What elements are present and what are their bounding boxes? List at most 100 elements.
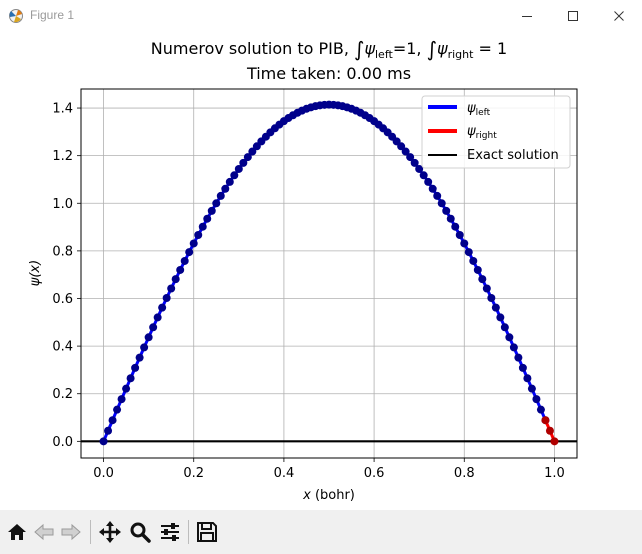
chart-subtitle: Time taken: 0.00 ms bbox=[246, 64, 411, 83]
save-button[interactable] bbox=[194, 518, 220, 546]
back-arrow-icon bbox=[34, 523, 54, 541]
psi-left-point bbox=[171, 275, 180, 284]
psi-left-point bbox=[509, 343, 518, 352]
psi-left-point bbox=[532, 395, 541, 404]
y-tick-label: 0.2 bbox=[52, 387, 73, 402]
psi-left-point bbox=[203, 214, 212, 223]
pan-button[interactable] bbox=[97, 518, 123, 546]
minimize-icon bbox=[522, 15, 532, 17]
home-icon bbox=[8, 524, 26, 540]
x-tick-label: 1.0 bbox=[544, 466, 565, 481]
y-tick-label: 0.8 bbox=[52, 244, 73, 259]
psi-right-point bbox=[545, 426, 554, 435]
psi-left-point bbox=[189, 239, 198, 248]
psi-left-point bbox=[104, 426, 113, 435]
y-tick-label: 0.6 bbox=[52, 292, 73, 307]
x-tick-label: 0.4 bbox=[274, 466, 295, 481]
home-button[interactable] bbox=[4, 518, 30, 546]
sliders-icon bbox=[161, 523, 179, 541]
back-button[interactable] bbox=[31, 518, 57, 546]
y-tick-label: 0.0 bbox=[52, 435, 73, 450]
psi-left-point bbox=[469, 256, 478, 265]
psi-left-point bbox=[221, 184, 230, 193]
psi-left-point bbox=[433, 191, 442, 200]
psi-left-point bbox=[131, 363, 140, 372]
psi-right-point bbox=[541, 416, 550, 425]
psi-right-point bbox=[550, 437, 559, 446]
psi-left-point bbox=[491, 303, 500, 312]
psi-left-point bbox=[248, 147, 257, 156]
psi-left-point bbox=[230, 171, 239, 180]
toolbar-separator bbox=[188, 520, 189, 544]
y-axis-label: ψ(x) bbox=[28, 260, 43, 286]
move-icon bbox=[99, 521, 121, 543]
x-tick-label: 0.2 bbox=[183, 466, 204, 481]
psi-left-point bbox=[478, 275, 487, 284]
psi-left-point bbox=[158, 303, 167, 312]
psi-left-point bbox=[487, 293, 496, 302]
maximize-button[interactable] bbox=[550, 0, 596, 31]
psi-left-point bbox=[482, 284, 491, 293]
forward-button[interactable] bbox=[58, 518, 84, 546]
legend-label-left: ψleft bbox=[467, 101, 491, 118]
y-tick-label: 1.0 bbox=[52, 197, 73, 212]
psi-left-point bbox=[410, 158, 419, 167]
psi-left-point bbox=[437, 199, 446, 208]
x-tick-label: 0.8 bbox=[454, 466, 475, 481]
window-titlebar: Figure 1 bbox=[0, 0, 642, 31]
psi-left-point bbox=[464, 248, 473, 257]
subplots-button[interactable] bbox=[157, 518, 183, 546]
figure-canvas[interactable]: Numerov solution to PIB, ∫ψleft=1, ∫ψrig… bbox=[0, 31, 642, 510]
psi-left-point bbox=[212, 199, 221, 208]
y-tick-label: 1.4 bbox=[52, 102, 73, 117]
close-button[interactable] bbox=[596, 0, 642, 31]
legend-label-exact: Exact solution bbox=[467, 148, 559, 163]
psi-left-point bbox=[518, 363, 527, 372]
psi-left-point bbox=[496, 313, 505, 322]
chart-title: Numerov solution to PIB, ∫ψleft=1, ∫ψrig… bbox=[151, 37, 507, 61]
psi-left-point bbox=[99, 437, 108, 446]
psi-left-point bbox=[225, 177, 234, 186]
psi-left-point bbox=[176, 265, 185, 274]
forward-arrow-icon bbox=[61, 523, 81, 541]
psi-left-point bbox=[473, 265, 482, 274]
y-tick-label: 0.4 bbox=[52, 340, 73, 355]
psi-left-point bbox=[514, 353, 523, 362]
x-tick-label: 0.6 bbox=[364, 466, 385, 481]
psi-left-point bbox=[527, 384, 536, 393]
legend-label-right: ψright bbox=[467, 124, 497, 141]
psi-left-point bbox=[239, 158, 248, 167]
psi-left-point bbox=[167, 284, 176, 293]
psi-left-point bbox=[523, 374, 532, 383]
psi-left-point bbox=[198, 222, 207, 231]
psi-left-point bbox=[140, 343, 149, 352]
psi-left-point bbox=[185, 248, 194, 257]
psi-left-point bbox=[149, 323, 158, 332]
maximize-icon bbox=[568, 10, 578, 21]
zoom-button[interactable] bbox=[127, 518, 153, 546]
window-title: Figure 1 bbox=[30, 8, 75, 22]
legend: ψleft ψright Exact solution bbox=[421, 95, 571, 169]
psi-left-point bbox=[207, 206, 216, 215]
chart: Numerov solution to PIB, ∫ψleft=1, ∫ψrig… bbox=[28, 37, 578, 503]
x-axis-label: x (bohr) bbox=[302, 488, 355, 503]
legend-box bbox=[421, 95, 571, 169]
magnifier-icon bbox=[130, 522, 151, 543]
minimize-button[interactable] bbox=[504, 0, 550, 31]
psi-left-point bbox=[460, 239, 469, 248]
psi-left-point bbox=[397, 142, 406, 151]
psi-left-point bbox=[153, 313, 162, 322]
psi-left-point bbox=[117, 395, 126, 404]
psi-left-point bbox=[243, 153, 252, 162]
psi-left-point bbox=[455, 230, 464, 239]
psi-left-point bbox=[180, 256, 189, 265]
psi-left-point bbox=[424, 177, 433, 186]
axes-frame bbox=[80, 88, 578, 459]
matplotlib-logo-icon bbox=[9, 9, 23, 23]
psi-left-point bbox=[113, 405, 122, 414]
psi-left-point bbox=[500, 323, 509, 332]
psi-left-point bbox=[135, 353, 144, 362]
toolbar-separator bbox=[90, 520, 91, 544]
psi-left-point bbox=[162, 293, 171, 302]
psi-left-point bbox=[216, 191, 225, 200]
